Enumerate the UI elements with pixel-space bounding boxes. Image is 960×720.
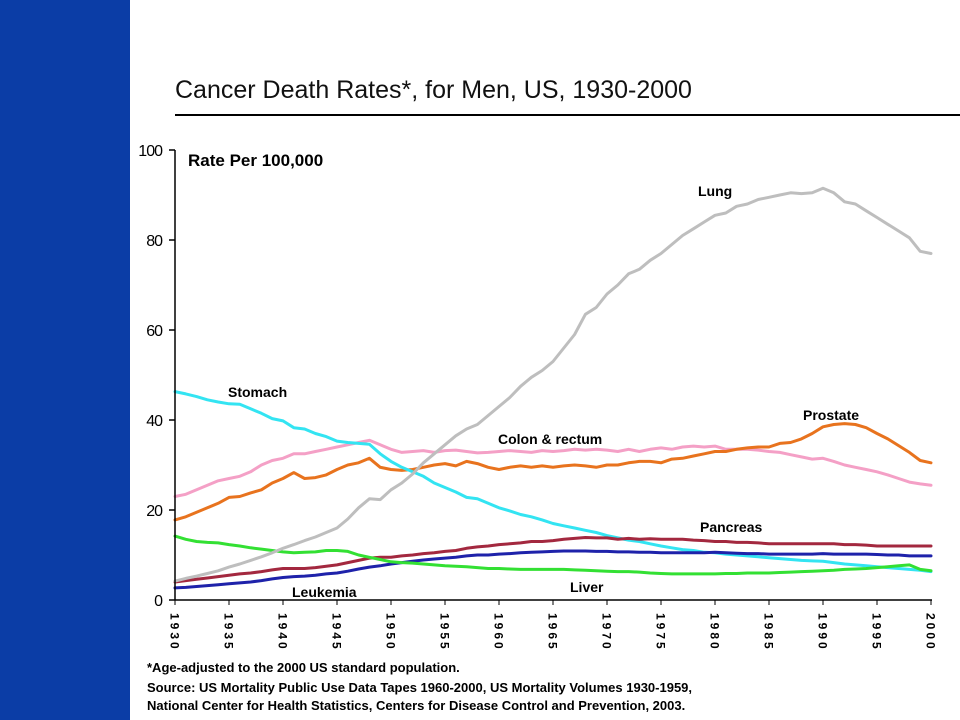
- series-line-colon-rectum: [173, 438, 933, 498]
- x-tick-label: 1965: [546, 613, 560, 652]
- series-line-pancreas: [173, 536, 933, 584]
- x-tick-label: 1955: [438, 613, 452, 652]
- series-label-pancreas: Pancreas: [700, 519, 762, 535]
- source-line-1: Source: US Mortality Public Use Data Tap…: [147, 680, 693, 695]
- x-tick-label: 1975: [654, 613, 668, 652]
- x-tick-label: 1960: [492, 613, 506, 652]
- x-axis-ticks: 1930 1935 1940 1945 1950 1955 1960 1965 1970 1975…: [168, 600, 938, 652]
- series-line-prostate: [173, 422, 933, 522]
- x-tick-label: 1950: [384, 613, 398, 652]
- series-label-lung: Lung: [698, 183, 732, 199]
- title-underline: [175, 114, 960, 116]
- series-label-leukemia: Leukemia: [292, 584, 357, 600]
- series-label-stomach: Stomach: [228, 384, 287, 400]
- y-tick-label: 0: [154, 593, 163, 610]
- series-line-liver: [173, 534, 933, 576]
- series-line-leukemia: [173, 549, 933, 590]
- x-tick-label: 1930: [168, 613, 182, 652]
- x-tick-label: 1990: [816, 613, 830, 652]
- series-lines: [173, 186, 933, 590]
- series-line-lung: [173, 186, 933, 583]
- x-tick-label: 2000: [924, 613, 938, 652]
- y-tick-label: 60: [146, 323, 163, 340]
- side-band: [0, 0, 130, 720]
- series-label-liver: Liver: [570, 579, 604, 595]
- x-tick-label: 1985: [762, 613, 776, 652]
- y-axis-ticks: 0 20 40 60 80 100: [138, 143, 175, 610]
- x-tick-label: 1995: [870, 613, 884, 652]
- y-tick-label: 100: [138, 143, 163, 160]
- series-label-prostate: Prostate: [803, 407, 859, 423]
- y-tick-label: 80: [146, 233, 163, 250]
- x-tick-label: 1970: [600, 613, 614, 652]
- y-axis-label: Rate Per 100,000: [188, 151, 323, 170]
- x-tick-label: 1935: [222, 613, 236, 652]
- x-tick-label: 1980: [708, 613, 722, 652]
- source-line-2: National Center for Health Statistics, C…: [147, 698, 686, 713]
- x-tick-label: 1940: [276, 613, 290, 652]
- x-tick-label: 1945: [330, 613, 344, 652]
- footnote: *Age-adjusted to the 2000 US standard po…: [147, 660, 460, 675]
- series-line-stomach: [173, 390, 933, 574]
- series-label-colon-rectum: Colon & rectum: [498, 431, 602, 447]
- y-tick-label: 20: [146, 503, 163, 520]
- y-tick-label: 40: [146, 413, 163, 430]
- chart-title: Cancer Death Rates*, for Men, US, 1930-2…: [175, 76, 692, 104]
